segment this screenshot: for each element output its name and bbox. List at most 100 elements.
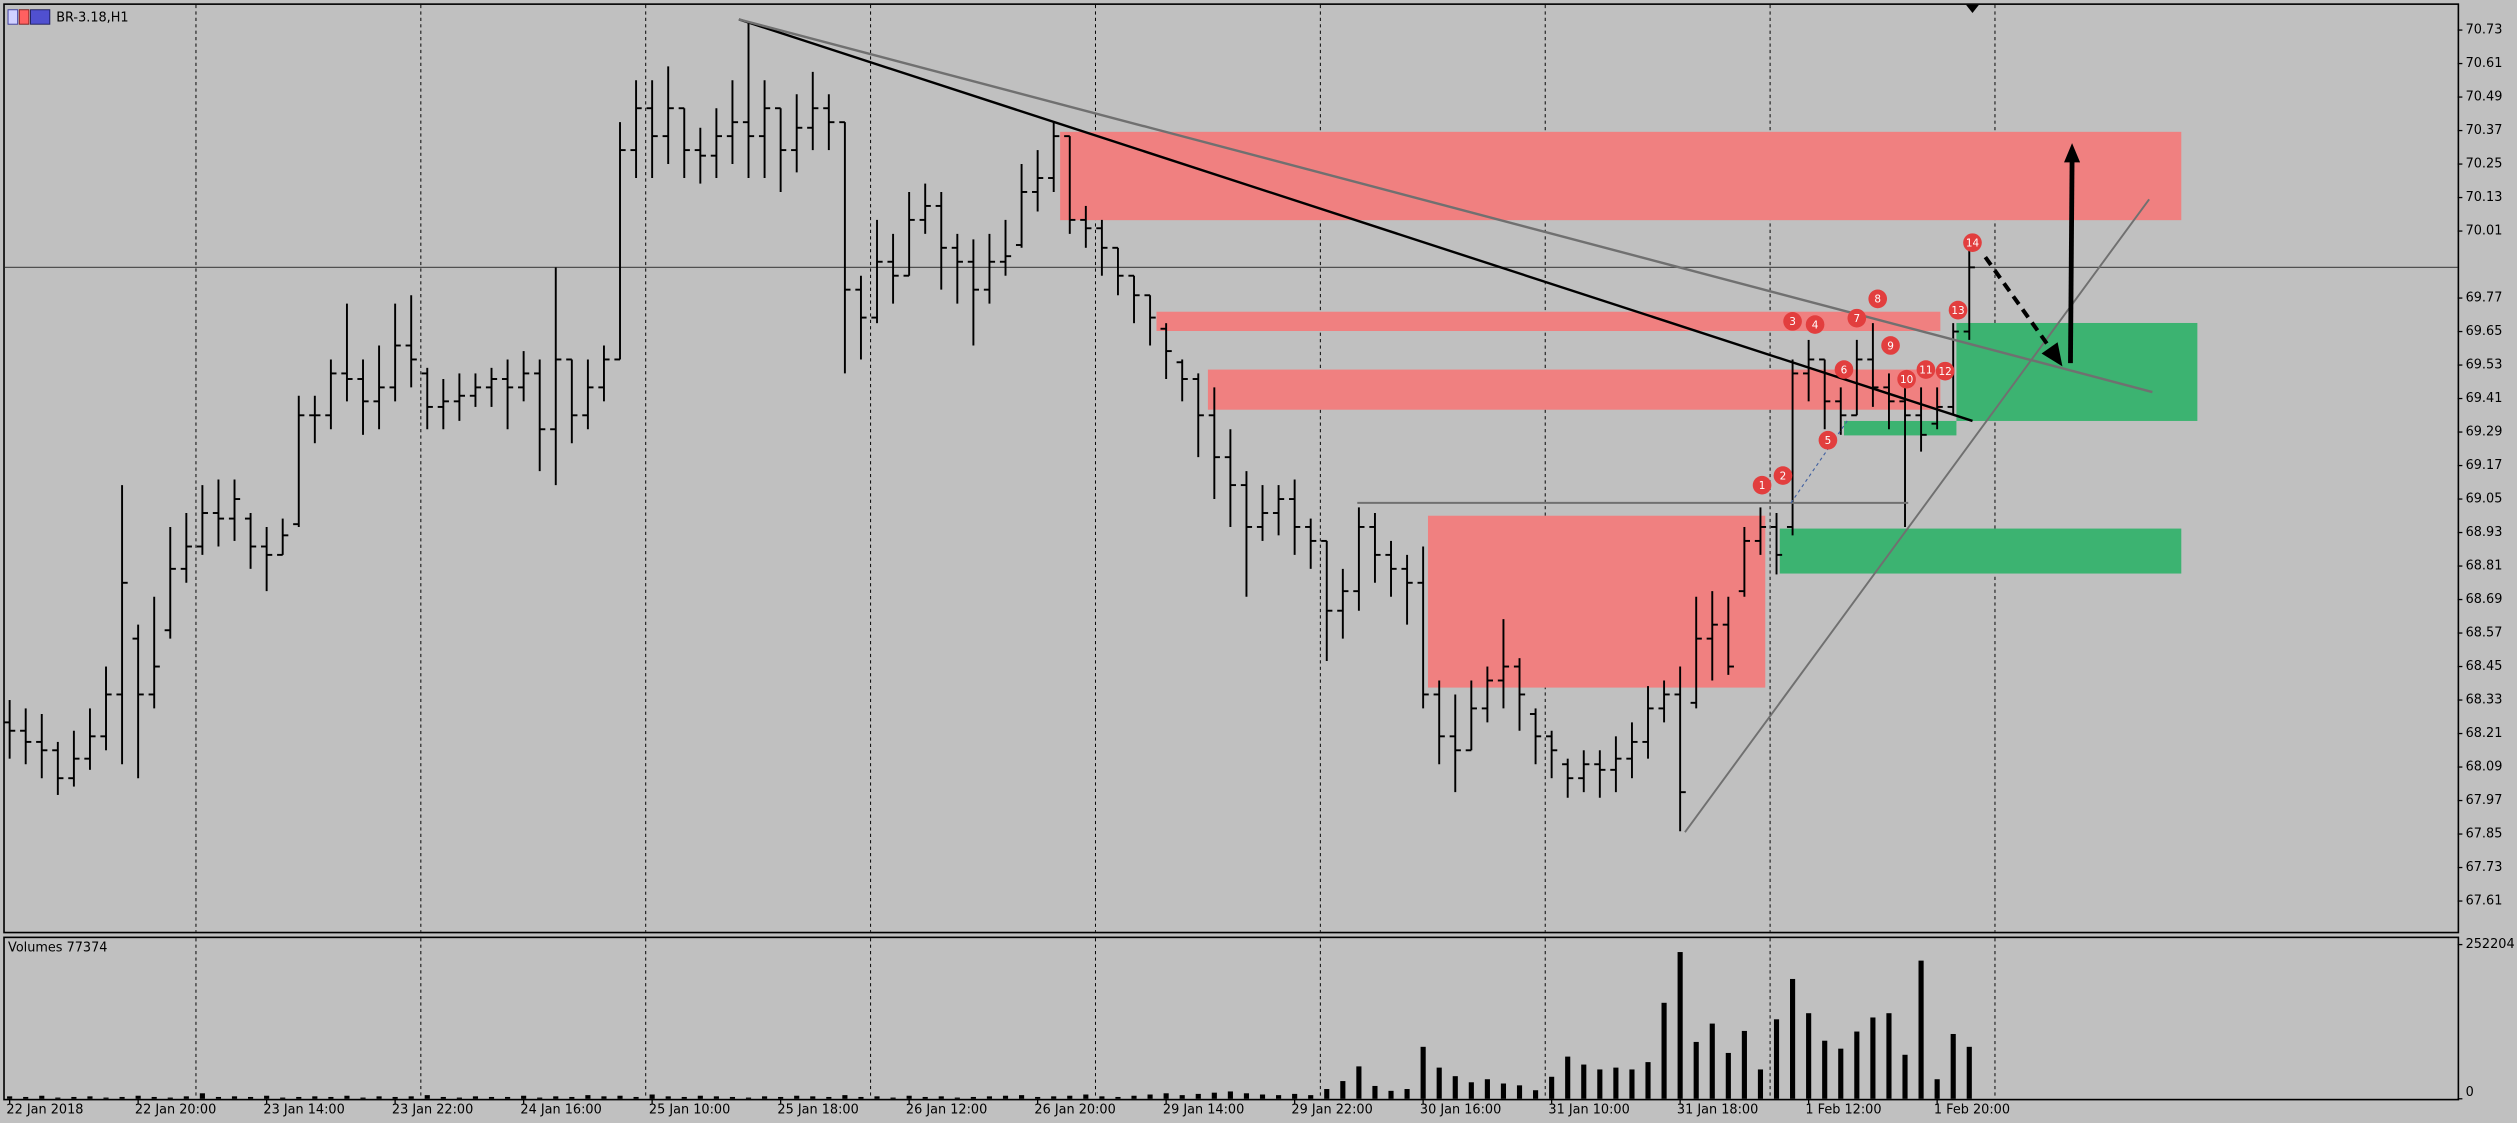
icon	[18, 9, 30, 25]
marks	[4, 21, 2458, 1099]
volume-bar	[1227, 1091, 1233, 1099]
volume-bar	[199, 1093, 205, 1099]
volume-bar	[183, 1096, 189, 1099]
y-tick-label: 67.97	[2466, 793, 2503, 808]
volume-bar	[986, 1096, 993, 1099]
volume-bar	[665, 1096, 671, 1099]
marker-label: 14	[1966, 237, 1980, 249]
volume-bar	[424, 1095, 430, 1099]
volume-bar	[745, 1097, 752, 1099]
volume-bar	[312, 1096, 318, 1099]
volume-bar	[408, 1096, 414, 1099]
marker	[1818, 430, 1838, 450]
volume-bar	[1902, 1054, 1908, 1099]
volume-bar	[890, 1097, 896, 1099]
zone	[1156, 311, 1941, 332]
volume-bar	[1693, 1041, 1699, 1099]
volume-bar	[1934, 1079, 1940, 1099]
volume-bar	[103, 1097, 109, 1099]
x-tick-label: 25 Jan 18:00	[777, 1103, 858, 1118]
volume-bar	[1002, 1095, 1009, 1099]
x-tick-label: 25 Jan 10:00	[649, 1103, 730, 1118]
volume-bar	[1067, 1095, 1073, 1099]
marker	[1752, 475, 1772, 495]
volume-bar	[1131, 1095, 1137, 1099]
arrow-line	[2068, 160, 2075, 364]
y-tick-label: 70.73	[2466, 23, 2503, 38]
volume-bar	[344, 1095, 350, 1099]
icon	[30, 9, 51, 25]
volume-bar	[1950, 1033, 1956, 1099]
x-tick-label: 22 Jan 2018	[6, 1103, 83, 1118]
volume-bar	[826, 1096, 832, 1099]
y-tick-label: 70.01	[2466, 224, 2503, 239]
marker-label: 8	[1874, 294, 1881, 306]
volume-bar	[1741, 1030, 1747, 1099]
trend-line	[738, 18, 2153, 394]
volume-bar	[1886, 1013, 1892, 1099]
marker	[1834, 360, 1854, 379]
x-tick-label: 30 Jan 16:00	[1420, 1103, 1501, 1118]
volume-bar	[1773, 1019, 1780, 1099]
volume-bar	[938, 1096, 944, 1099]
y-tick-label: 68.09	[2466, 760, 2503, 775]
volume-bar	[151, 1096, 157, 1099]
marker	[1847, 308, 1867, 328]
marker-label: 10	[1900, 374, 1913, 386]
marker-label: 7	[1854, 313, 1861, 325]
volume-bar	[1822, 1040, 1828, 1099]
volume-bar	[1581, 1064, 1587, 1099]
zone	[1843, 420, 1957, 436]
volume-bar	[119, 1096, 125, 1099]
y-tick-label: 69.29	[2466, 425, 2503, 440]
marker	[1783, 312, 1802, 331]
volume-bar	[649, 1094, 655, 1099]
volume-bar	[1661, 1002, 1667, 1099]
marker	[1868, 289, 1888, 309]
volume-bar	[296, 1096, 302, 1099]
volume-bar	[842, 1095, 848, 1099]
volume-bar	[264, 1095, 270, 1099]
zone	[1060, 131, 2182, 221]
volume-pane-border	[3, 936, 2460, 1101]
volume-bar	[1436, 1067, 1442, 1099]
volume-bar	[1757, 1069, 1764, 1099]
symbol-title: BR-3.18,H1	[56, 10, 128, 25]
volume-bar	[1966, 1046, 1972, 1099]
volume-bar	[87, 1096, 93, 1099]
volume-bar	[1597, 1069, 1603, 1099]
volume-bar	[376, 1096, 382, 1099]
shift-marker	[1966, 4, 1979, 13]
volume-bar	[601, 1096, 607, 1099]
volume-bar	[1725, 1052, 1731, 1099]
marker-label: 13	[1951, 305, 1964, 317]
volume-bar	[1211, 1092, 1217, 1099]
volume-bar	[521, 1095, 527, 1099]
volume-bar	[858, 1096, 864, 1099]
volume-bar	[1838, 1048, 1844, 1099]
volume-bar	[1854, 1031, 1860, 1099]
volume-bar	[505, 1096, 511, 1099]
zone	[1427, 515, 1766, 688]
y-tick-label: 0	[2466, 1085, 2474, 1100]
volume-bar	[1195, 1093, 1201, 1099]
volume-bar	[697, 1095, 703, 1099]
volume-bar	[1484, 1079, 1490, 1099]
volume-bar	[280, 1097, 286, 1099]
volume-bar	[1308, 1095, 1314, 1099]
marker	[1805, 315, 1825, 334]
y-tick-label: 68.69	[2466, 592, 2503, 607]
frame	[3, 3, 2460, 1101]
volume-bar	[1147, 1094, 1153, 1099]
volume-bar	[1549, 1076, 1555, 1099]
volume-bar	[553, 1096, 559, 1099]
volume-bar	[1099, 1096, 1105, 1099]
volume-bar	[1870, 1017, 1876, 1099]
marker	[1935, 361, 1955, 381]
volume-bar	[954, 1097, 960, 1099]
volume-bar	[778, 1096, 784, 1099]
y-tick-label: 69.53	[2466, 358, 2503, 373]
volume-bar	[585, 1095, 591, 1099]
volume-bar	[231, 1096, 238, 1099]
